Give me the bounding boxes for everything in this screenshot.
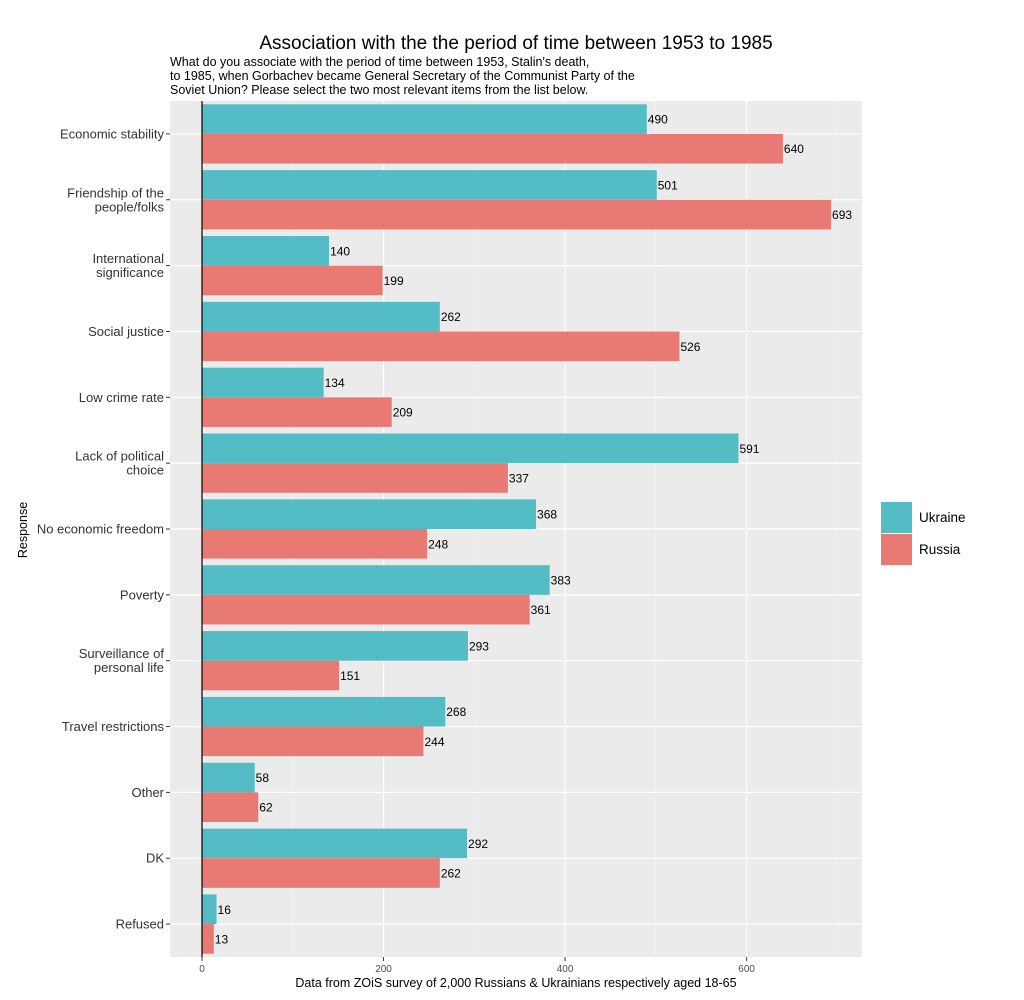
category-label: Surveillance of personal life: [79, 646, 165, 675]
legend-key-ukraine: [881, 502, 912, 533]
data-label: 383: [551, 574, 571, 588]
category-label: Lack of political choice: [75, 449, 164, 478]
data-label: 640: [784, 142, 804, 156]
bar-russia: [202, 133, 783, 164]
data-label: 140: [330, 244, 350, 258]
data-label: 292: [468, 837, 488, 851]
chart-subtitle-line-2: to 1985, when Gorbachev became General S…: [170, 69, 635, 83]
bar-russia: [202, 463, 508, 493]
category-label: Poverty: [120, 587, 165, 602]
category-label: Friendship of the people/folks: [67, 185, 164, 214]
data-label: 151: [340, 669, 360, 683]
bar-ukraine: [202, 367, 324, 398]
bar-russia: [202, 594, 530, 625]
data-label: 361: [531, 603, 551, 617]
bar-ukraine: [202, 631, 468, 661]
category-label: No economic freedom: [37, 522, 164, 537]
data-label: 134: [325, 376, 345, 390]
data-label: 244: [424, 735, 444, 749]
bar-ukraine: [202, 499, 537, 529]
x-axis-title: Data from ZOiS survey of 2,000 Russians …: [295, 976, 736, 990]
bar-russia: [202, 529, 428, 559]
bar-ukraine: [202, 762, 255, 793]
category-label: Other: [131, 785, 164, 800]
bar-russia: [202, 726, 424, 757]
data-label: 501: [658, 178, 678, 192]
plot-area: 0 200 400 600 Economic stability 490 640 Friend…: [37, 101, 862, 975]
bar-ukraine: [202, 696, 446, 727]
bar-russia: [202, 331, 680, 362]
x-tick-label: 200: [375, 964, 392, 975]
data-label: 293: [469, 639, 489, 653]
bar-russia: [202, 397, 392, 427]
chart-subtitle-line-3: Soviet Union? Please select the two most…: [170, 83, 588, 97]
bar-russia: [202, 660, 340, 691]
x-tick-label: 600: [738, 964, 755, 975]
category-label: Refused: [116, 917, 164, 932]
data-label: 199: [384, 274, 404, 288]
data-label: 248: [428, 537, 448, 551]
category-label: Travel restrictions: [62, 719, 165, 734]
data-label: 268: [446, 705, 466, 719]
data-label: 337: [509, 471, 529, 485]
bar-ukraine: [202, 565, 550, 595]
bar-russia: [202, 792, 259, 823]
data-label: 209: [393, 406, 413, 420]
data-label: 58: [256, 771, 270, 785]
bar-ukraine: [202, 433, 739, 464]
x-tick-label: 400: [557, 964, 574, 975]
bar-ukraine: [202, 104, 647, 134]
data-label: 591: [739, 442, 759, 456]
bar-ukraine: [202, 301, 440, 332]
bar-ukraine: [202, 828, 468, 859]
legend-key-russia: [881, 534, 912, 565]
bar-ukraine: [202, 170, 657, 200]
bar-russia: [202, 858, 440, 888]
data-label: 16: [218, 903, 232, 917]
category-label: International significance: [92, 251, 164, 280]
data-label: 368: [537, 508, 557, 522]
bar-ukraine: [202, 235, 330, 266]
category-label: Social justice: [88, 324, 164, 339]
legend: Ukraine Russia: [881, 502, 966, 565]
y-axis-title: Response: [16, 502, 30, 558]
legend-label-russia: Russia: [919, 542, 961, 557]
x-tick-label: 0: [199, 964, 205, 975]
data-label: 526: [680, 340, 700, 354]
category-label: Economic stability: [60, 126, 165, 141]
data-label: 62: [259, 801, 273, 815]
bar-ukraine: [202, 894, 217, 925]
bar-russia: [202, 199, 832, 230]
category-label: Low crime rate: [79, 390, 164, 405]
legend-label-ukraine: Ukraine: [919, 510, 966, 525]
chart-title: Association with the the period of time …: [259, 33, 772, 54]
data-label: 262: [441, 867, 461, 881]
category-label: DK: [146, 851, 164, 866]
data-label: 490: [648, 113, 668, 127]
bar-russia: [202, 924, 214, 954]
data-label: 262: [441, 310, 461, 324]
data-label: 13: [215, 932, 229, 946]
data-label: 693: [832, 208, 852, 222]
bar-russia: [202, 265, 383, 296]
chart-subtitle-line-1: What do you associate with the period of…: [170, 55, 589, 69]
